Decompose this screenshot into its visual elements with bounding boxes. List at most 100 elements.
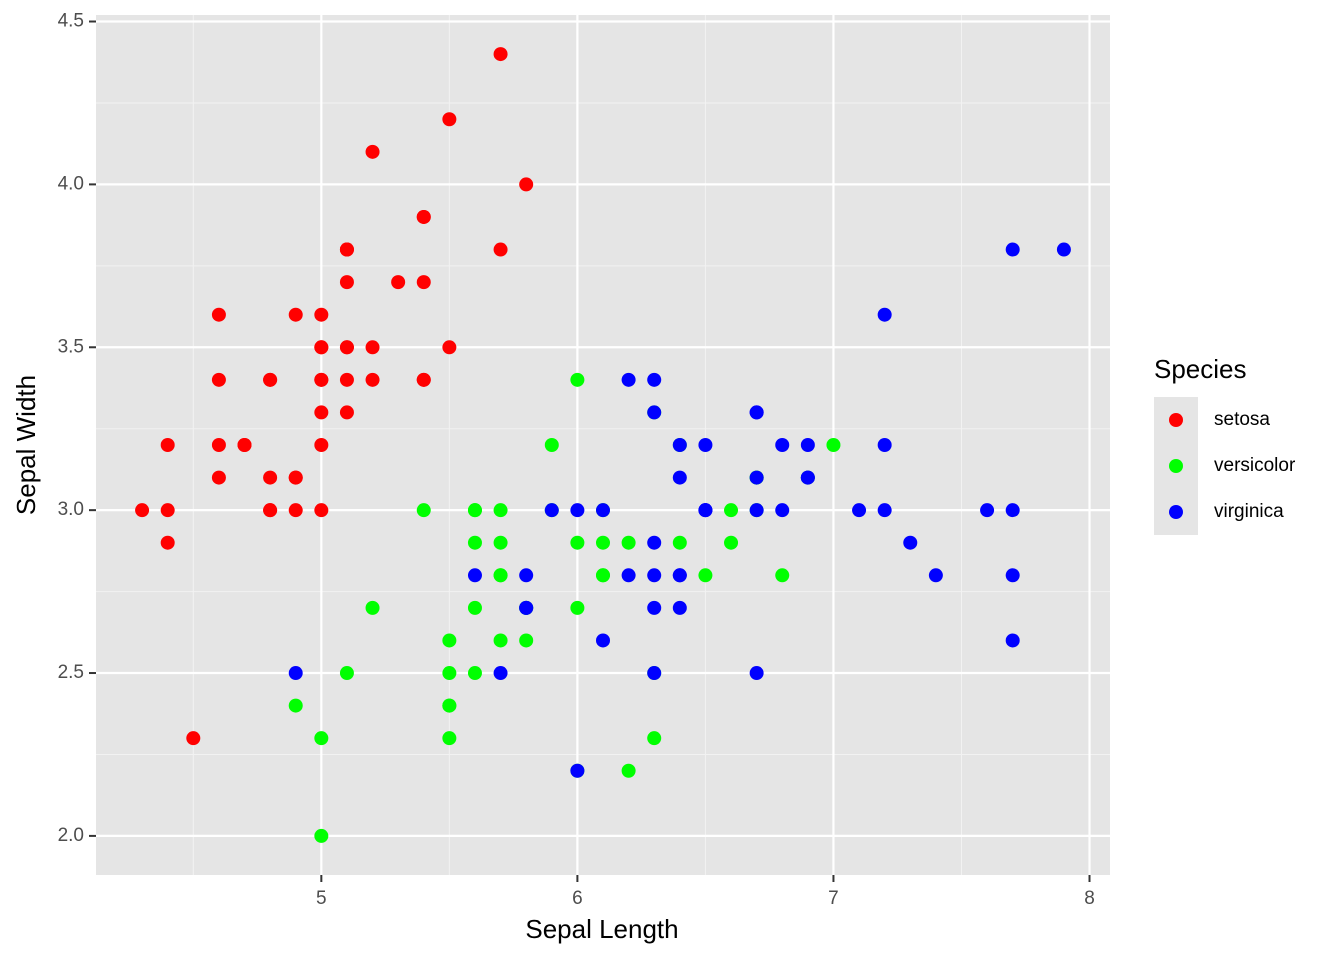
point bbox=[800, 470, 815, 485]
point bbox=[493, 242, 508, 257]
point bbox=[135, 503, 150, 518]
point bbox=[672, 568, 687, 583]
point bbox=[621, 535, 636, 550]
x-tick-label: 5 bbox=[316, 888, 327, 909]
point bbox=[314, 438, 329, 452]
point bbox=[211, 307, 226, 322]
point bbox=[877, 503, 892, 518]
point bbox=[467, 600, 482, 615]
point bbox=[1005, 568, 1020, 583]
point bbox=[314, 307, 329, 322]
point bbox=[442, 731, 457, 746]
point bbox=[775, 568, 790, 583]
point bbox=[570, 535, 585, 550]
point bbox=[621, 568, 636, 583]
point bbox=[416, 275, 431, 290]
point bbox=[672, 600, 687, 615]
x-axis-title: Sepal Length bbox=[525, 914, 678, 944]
point bbox=[160, 438, 175, 452]
point bbox=[160, 503, 175, 518]
point bbox=[288, 503, 303, 518]
legend-marker bbox=[1169, 459, 1183, 473]
point bbox=[365, 372, 380, 387]
point bbox=[339, 275, 354, 290]
point bbox=[826, 438, 841, 452]
point bbox=[467, 535, 482, 550]
point bbox=[467, 503, 482, 518]
point bbox=[263, 372, 278, 387]
point bbox=[724, 503, 739, 518]
point bbox=[493, 535, 508, 550]
legend-marker bbox=[1169, 505, 1183, 519]
point bbox=[672, 470, 687, 485]
point bbox=[391, 275, 406, 290]
point bbox=[1005, 633, 1020, 648]
point bbox=[339, 405, 354, 420]
point bbox=[416, 503, 431, 518]
point bbox=[647, 731, 662, 746]
point bbox=[596, 503, 610, 518]
legend-title: Species bbox=[1154, 354, 1247, 384]
point bbox=[775, 438, 790, 452]
y-tick-label: 2.0 bbox=[58, 825, 84, 846]
points bbox=[135, 47, 1071, 843]
x-tick-label: 6 bbox=[572, 888, 583, 909]
point bbox=[288, 307, 303, 322]
point bbox=[647, 666, 662, 681]
point bbox=[365, 144, 380, 159]
point bbox=[1056, 242, 1071, 257]
point bbox=[698, 503, 713, 518]
y-tick-label: 4.0 bbox=[58, 173, 84, 194]
point bbox=[493, 666, 508, 681]
point bbox=[698, 568, 713, 583]
point bbox=[544, 503, 559, 518]
point bbox=[749, 503, 764, 518]
point bbox=[596, 535, 610, 550]
point bbox=[211, 438, 226, 452]
point bbox=[160, 535, 175, 550]
point bbox=[928, 568, 943, 583]
point bbox=[519, 568, 534, 583]
point bbox=[365, 600, 380, 615]
legend: Species setosa versicolor virginica bbox=[1154, 354, 1296, 535]
y-tick-label: 4.5 bbox=[58, 11, 84, 32]
point bbox=[596, 568, 610, 583]
point bbox=[211, 372, 226, 387]
point bbox=[980, 503, 995, 518]
point bbox=[493, 503, 508, 518]
point bbox=[211, 470, 226, 485]
point bbox=[493, 633, 508, 648]
point bbox=[647, 568, 662, 583]
point bbox=[442, 633, 457, 648]
x-tick-label: 7 bbox=[828, 888, 839, 909]
point bbox=[339, 372, 354, 387]
y-tick-label: 3.5 bbox=[58, 336, 84, 357]
point bbox=[749, 470, 764, 485]
point bbox=[570, 372, 585, 387]
axes: 5 6 7 8 2.0 2.5 3.0 3.5 4.0 4.5 bbox=[58, 11, 1095, 909]
point bbox=[519, 177, 534, 192]
point bbox=[442, 340, 457, 355]
point bbox=[442, 112, 457, 127]
point bbox=[544, 438, 559, 452]
legend-label: versicolor bbox=[1214, 455, 1296, 476]
point bbox=[493, 568, 508, 583]
point bbox=[442, 666, 457, 681]
point bbox=[314, 828, 329, 843]
point bbox=[314, 372, 329, 387]
point bbox=[570, 600, 585, 615]
point bbox=[467, 666, 482, 681]
point bbox=[647, 535, 662, 550]
point bbox=[237, 438, 252, 452]
point bbox=[416, 372, 431, 387]
point bbox=[647, 405, 662, 420]
point bbox=[570, 763, 585, 778]
point bbox=[519, 600, 534, 615]
point bbox=[186, 731, 201, 746]
point bbox=[493, 47, 508, 62]
point bbox=[263, 503, 278, 518]
point bbox=[647, 372, 662, 387]
point bbox=[1005, 242, 1020, 257]
point bbox=[775, 503, 790, 518]
point bbox=[852, 503, 867, 518]
